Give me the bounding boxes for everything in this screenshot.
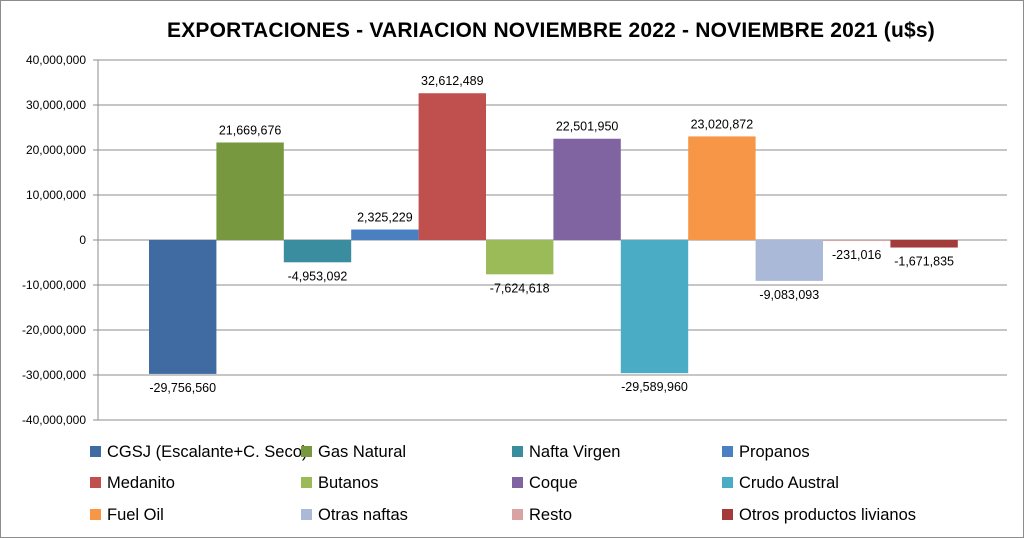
legend-swatch (722, 477, 733, 488)
bar (688, 136, 756, 240)
data-label: -1,671,835 (894, 255, 954, 269)
legend-swatch (722, 509, 733, 520)
bar (216, 142, 284, 240)
legend-label: Gas Natural (318, 443, 406, 461)
bar (418, 93, 486, 240)
legend-swatch (301, 509, 312, 520)
y-tick-label: 0 (79, 233, 86, 247)
data-label: -4,953,092 (288, 269, 348, 283)
data-label: -9,083,093 (759, 288, 819, 302)
y-tick-label: 40,000,000 (26, 53, 86, 67)
legend-swatch (512, 509, 523, 520)
data-label: -29,756,560 (149, 381, 216, 395)
bar (755, 240, 823, 281)
bar (149, 240, 217, 374)
bar (890, 240, 958, 248)
bar (351, 229, 419, 240)
y-tick-label: 10,000,000 (26, 188, 86, 202)
legend: CGSJ (Escalante+C. Seco) Gas Natural Nafta… (90, 443, 916, 524)
data-label: -7,624,618 (490, 281, 550, 295)
legend-label: Crudo Austral (739, 474, 839, 492)
legend-label: Medanito (107, 474, 175, 492)
data-label: -29,589,960 (621, 380, 688, 394)
bar (553, 138, 621, 240)
legend-swatch (90, 446, 101, 457)
legend-label: Fuel Oil (107, 506, 164, 524)
bar (283, 240, 352, 263)
legend-label: Butanos (318, 474, 379, 492)
legend-label: Propanos (739, 443, 810, 461)
y-tick-label: -30,000,000 (22, 368, 86, 382)
legend-label: Nafta Virgen (529, 443, 620, 461)
legend-label: Otros productos livianos (739, 506, 916, 524)
y-tick-label: -20,000,000 (22, 323, 86, 337)
y-tick-label: -10,000,000 (22, 278, 86, 292)
data-label: -231,016 (832, 248, 881, 262)
legend-swatch (722, 446, 733, 457)
data-label: 22,501,950 (556, 120, 619, 134)
data-label: 2,325,229 (357, 211, 413, 225)
y-tick-label: 30,000,000 (26, 98, 86, 112)
y-tick-label: -40,000,000 (22, 413, 86, 427)
bars (149, 93, 958, 374)
legend-label: CGSJ (Escalante+C. Seco) (107, 443, 307, 461)
bar (486, 240, 554, 275)
legend-label: Otras naftas (318, 506, 408, 524)
bar (620, 240, 689, 374)
bar (823, 240, 891, 242)
data-label: 32,612,489 (421, 74, 484, 88)
chart-title: EXPORTACIONES - VARIACION NOVIEMBRE 2022… (167, 19, 935, 42)
legend-swatch (301, 477, 312, 488)
legend-swatch (301, 446, 312, 457)
legend-swatch (90, 477, 101, 488)
legend-swatch (90, 509, 101, 520)
y-tick-label: 20,000,000 (26, 143, 86, 157)
y-axis: 40,000,000 30,000,000 20,000,000 10,000,000… (22, 53, 99, 427)
data-label: 21,669,676 (219, 123, 282, 137)
data-labels: -29,756,560 21,669,676 -4,953,092 2,325,229… (149, 74, 954, 395)
data-label: 23,020,872 (691, 117, 754, 131)
legend-swatch (512, 446, 523, 457)
legend-label: Coque (529, 474, 578, 492)
legend-label: Resto (529, 506, 572, 524)
legend-swatch (512, 477, 523, 488)
